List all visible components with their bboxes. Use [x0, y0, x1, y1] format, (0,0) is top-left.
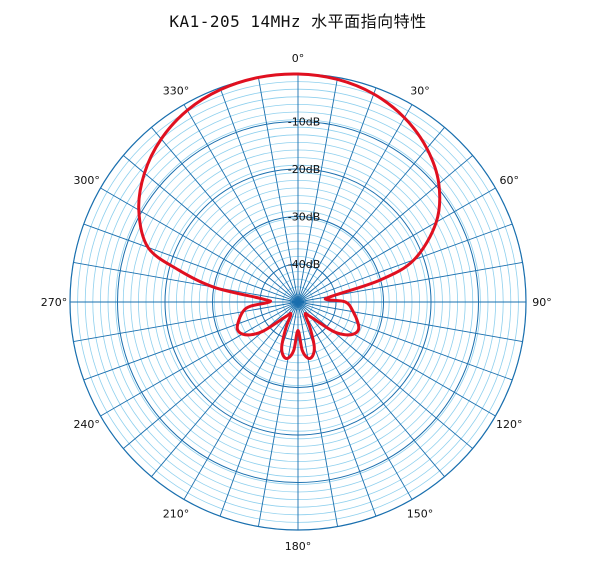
pattern-line: [137, 72, 442, 360]
spoke: [73, 301, 299, 343]
spoke: [219, 87, 299, 303]
spoke: [83, 223, 299, 303]
spoke: [151, 301, 299, 477]
spoke: [257, 301, 299, 527]
angle-label: 30°: [410, 85, 430, 98]
spoke: [123, 155, 299, 303]
angle-label: 330°: [163, 85, 190, 98]
pattern-series: [137, 72, 442, 360]
angle-label: 240°: [73, 418, 100, 431]
spoke: [151, 127, 299, 303]
angle-label: 0°: [292, 52, 305, 65]
chart-labels: 0° 30° 60° 90° 120° 150° 180° 210° 240° 270° 300° 3…: [41, 52, 552, 553]
spoke: [297, 301, 523, 343]
polar-grid: [69, 73, 527, 531]
spoke: [83, 301, 299, 381]
spoke: [297, 187, 496, 303]
spoke: [297, 301, 413, 500]
spoke: [297, 301, 496, 417]
spoke: [257, 77, 299, 303]
angle-label: 60°: [500, 174, 520, 187]
spoke: [100, 187, 299, 303]
spoke: [297, 87, 377, 303]
spoke: [100, 301, 299, 417]
spoke: [219, 301, 299, 517]
spoke: [297, 301, 513, 381]
angle-label: 150°: [407, 507, 434, 520]
chart-title: KA1-205 14MHz 水平面指向特性: [169, 12, 427, 31]
spoke: [297, 223, 513, 303]
spoke: [297, 301, 377, 517]
db-label: -20dB: [288, 163, 321, 176]
spoke: [183, 301, 299, 500]
db-label: -10dB: [288, 116, 321, 129]
spoke: [297, 77, 339, 303]
spoke: [297, 155, 473, 303]
db-label: -30dB: [288, 211, 321, 224]
angle-label: 180°: [285, 540, 312, 553]
spoke: [297, 127, 445, 303]
spoke: [297, 301, 445, 477]
angle-label: 210°: [163, 507, 190, 520]
spoke: [297, 104, 413, 303]
spoke: [73, 261, 299, 303]
angle-label: 120°: [496, 418, 523, 431]
angle-label: 270°: [41, 296, 68, 309]
spoke: [297, 301, 339, 527]
angle-label: 300°: [73, 174, 100, 187]
spoke: [183, 104, 299, 303]
db-label: -40dB: [288, 258, 321, 271]
angle-label: 90°: [532, 296, 552, 309]
